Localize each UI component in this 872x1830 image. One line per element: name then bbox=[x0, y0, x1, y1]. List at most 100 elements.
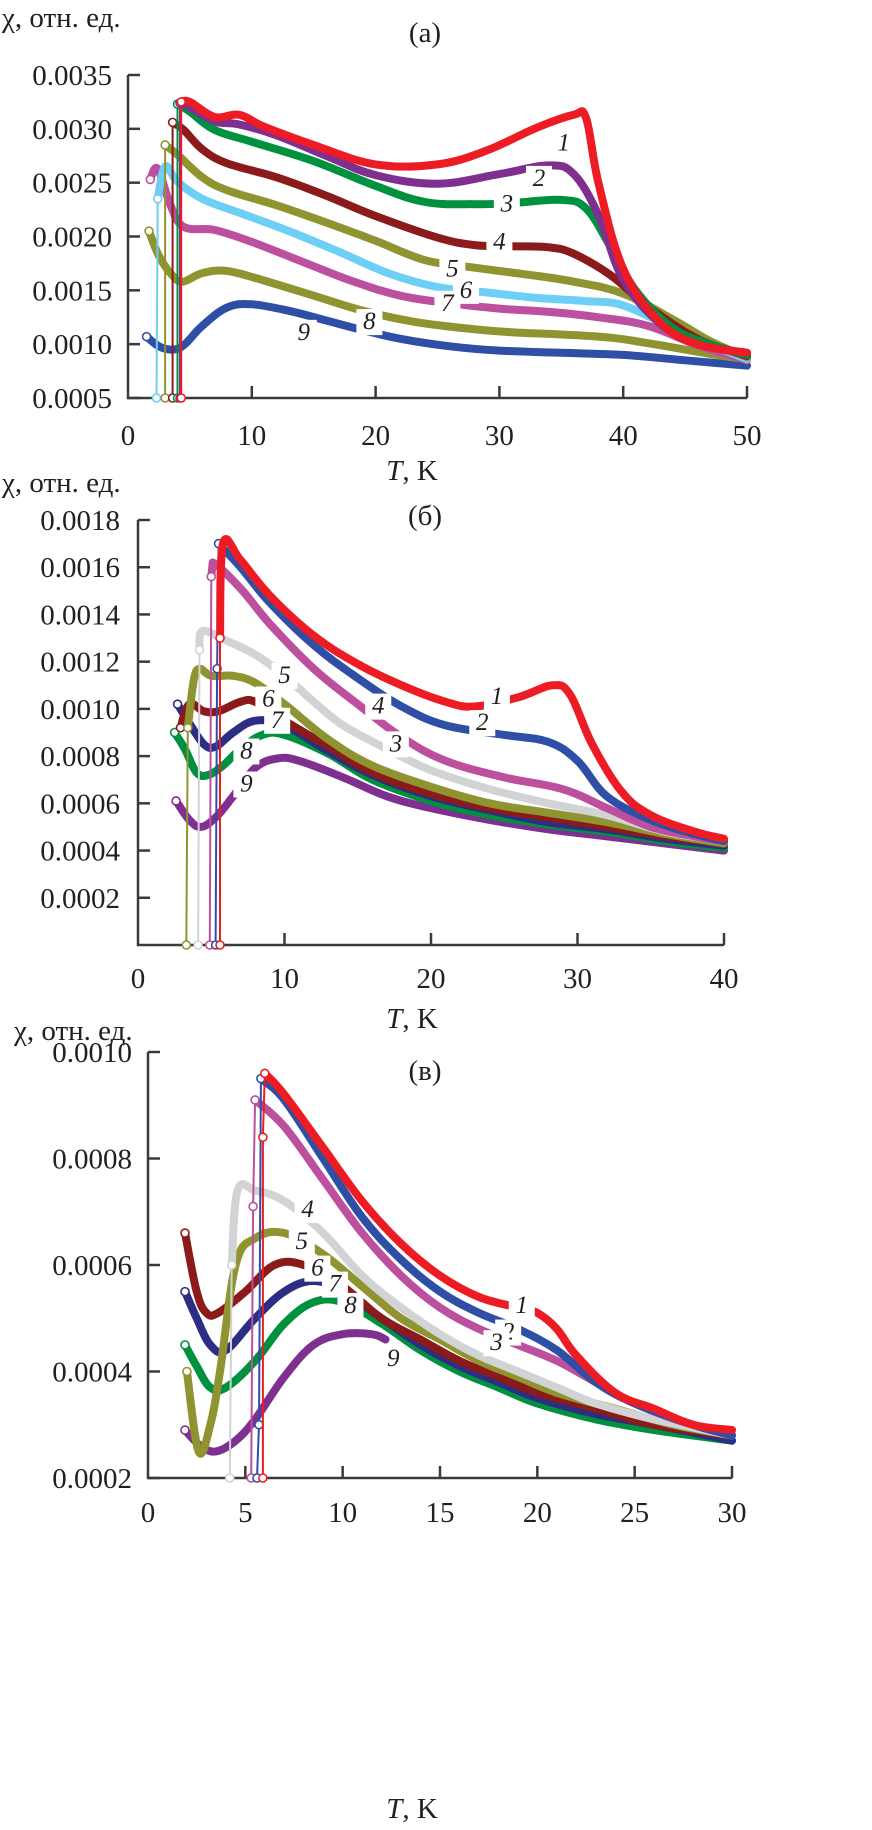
curve-label-backing bbox=[365, 693, 392, 720]
panel-a-y-axis-title: χ, отн. ед. bbox=[1, 2, 121, 34]
x-tick-label: 30 bbox=[485, 420, 514, 452]
curve-label-3: 3 bbox=[500, 191, 514, 218]
panel-c-x-axis-title-unit: , K bbox=[402, 1793, 438, 1825]
series-1-line bbox=[216, 534, 728, 843]
data-point-marker bbox=[215, 940, 225, 950]
curve-label-5: 5 bbox=[446, 255, 459, 282]
curve-label-backing bbox=[550, 130, 577, 157]
series-7 bbox=[145, 163, 751, 365]
curve-label-backing bbox=[356, 309, 383, 336]
y-tick-label: 0.0010 bbox=[32, 329, 112, 361]
curve-label-7: 7 bbox=[441, 290, 455, 317]
curve-label-4: 4 bbox=[301, 1196, 314, 1223]
series-6-line bbox=[176, 695, 728, 848]
series-3-line bbox=[207, 558, 728, 846]
data-point-marker bbox=[258, 1132, 268, 1142]
y-tick-label: 0.0005 bbox=[32, 383, 112, 415]
series-4-transition-line bbox=[228, 1264, 233, 1479]
curve-label-1: 1 bbox=[558, 129, 571, 156]
data-point-marker bbox=[193, 940, 203, 950]
series-6 bbox=[180, 1228, 736, 1440]
data-point-marker bbox=[180, 1228, 190, 1238]
series-7-line bbox=[146, 163, 751, 365]
y-tick-label: 0.0012 bbox=[40, 647, 120, 679]
series-3-line bbox=[173, 100, 751, 359]
x-tick-label: 30 bbox=[563, 963, 592, 995]
x-tick-label: 5 bbox=[238, 1497, 253, 1529]
series-4-line bbox=[227, 1180, 736, 1440]
y-tick-label: 0.0008 bbox=[52, 1144, 132, 1176]
curve-label-8: 8 bbox=[240, 737, 253, 764]
panel-b-label: (б) bbox=[408, 500, 442, 532]
data-point-marker bbox=[259, 1068, 270, 1079]
y-tick-label: 0.0035 bbox=[32, 60, 112, 92]
series-6-line bbox=[181, 1229, 736, 1440]
curve-label-backing bbox=[434, 290, 461, 317]
curve-label-backing bbox=[483, 684, 510, 711]
x-tick-label: 10 bbox=[328, 1497, 357, 1529]
series-6-transition-line bbox=[155, 198, 159, 399]
data-point-marker bbox=[167, 117, 178, 128]
data-point-marker bbox=[180, 1286, 190, 1297]
data-point-marker bbox=[176, 97, 187, 107]
panel-a-x-axis-title-var: T bbox=[386, 455, 404, 487]
data-point-marker bbox=[183, 722, 193, 733]
curve-label-7: 7 bbox=[271, 707, 285, 734]
panel-b-axis-lines bbox=[136, 520, 724, 947]
curve-label-6: 6 bbox=[311, 1255, 324, 1282]
data-point-marker bbox=[181, 940, 192, 950]
y-tick-label: 0.0004 bbox=[52, 1357, 132, 1389]
curve-label-9: 9 bbox=[387, 1345, 400, 1372]
y-tick-label: 0.0006 bbox=[40, 788, 120, 820]
y-tick-label: 0.0016 bbox=[40, 552, 120, 584]
x-tick-label: 50 bbox=[733, 420, 762, 452]
x-tick-label: 20 bbox=[361, 420, 390, 452]
panel-c-x-axis-title: T, K bbox=[386, 1793, 438, 1825]
series-5 bbox=[181, 664, 728, 950]
curve-label-8: 8 bbox=[344, 1292, 357, 1319]
curve-label-backing bbox=[337, 1292, 364, 1319]
curve-label-1: 1 bbox=[516, 1292, 529, 1319]
curve-label-backing bbox=[382, 731, 409, 758]
x-tick-label: 20 bbox=[523, 1497, 552, 1529]
y-tick-label: 0.0008 bbox=[40, 741, 120, 773]
curve-label-backing bbox=[483, 1330, 510, 1357]
data-point-marker bbox=[226, 1260, 237, 1270]
series-4-transition-line bbox=[197, 649, 201, 946]
y-tick-label: 0.0006 bbox=[52, 1250, 132, 1282]
data-point-marker bbox=[151, 393, 162, 403]
series-1 bbox=[176, 96, 751, 403]
data-point-marker bbox=[194, 645, 205, 655]
curve-label-backing bbox=[294, 1197, 321, 1224]
series-9 bbox=[180, 1329, 390, 1456]
x-tick-label: 10 bbox=[270, 963, 299, 995]
series-5-transition-line bbox=[185, 727, 189, 946]
panel-c: χ, отн. ед. (в) T, K 0.0002 0.0004 0.0006 0… bbox=[13, 1015, 747, 1825]
data-point-marker bbox=[258, 1473, 268, 1483]
x-tick-label: 0 bbox=[121, 420, 136, 452]
x-tick-label: 40 bbox=[710, 963, 739, 995]
curve-label-2: 2 bbox=[476, 709, 489, 736]
x-tick-label: 15 bbox=[426, 1497, 455, 1529]
y-tick-label: 0.0015 bbox=[32, 275, 112, 307]
y-tick-label: 0.0018 bbox=[40, 505, 120, 537]
curve-label-backing bbox=[290, 319, 317, 346]
panel-a-label: (а) bbox=[409, 17, 441, 49]
series-1 bbox=[215, 534, 728, 950]
data-point-marker bbox=[182, 1366, 192, 1377]
series-6 bbox=[175, 695, 728, 848]
y-tick-label: 0.0010 bbox=[52, 1037, 132, 1069]
panel-b-y-axis-title: χ, отн. ед. bbox=[1, 467, 121, 499]
y-tick-label: 0.0014 bbox=[40, 599, 120, 631]
data-point-marker bbox=[206, 571, 217, 582]
curve-label-backing bbox=[469, 710, 496, 737]
curve-label-backing bbox=[233, 738, 260, 765]
panel-b-x-axis-title-var: T bbox=[386, 1003, 404, 1035]
data-point-marker bbox=[145, 174, 156, 185]
panel-a-curves: 123 4 567 8 9 bbox=[141, 96, 751, 403]
curve-label-backing bbox=[271, 662, 298, 689]
x-tick-label: 40 bbox=[609, 420, 638, 452]
